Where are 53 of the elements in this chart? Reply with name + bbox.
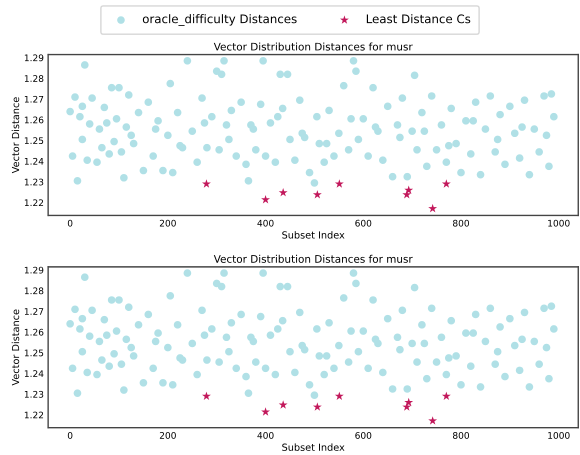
point bbox=[312, 402, 322, 411]
point bbox=[442, 392, 451, 400]
x-axis-title: Subset Index bbox=[282, 443, 344, 451]
y-tick-label: 1.26 bbox=[24, 328, 44, 336]
y-tick-label: 1.24 bbox=[24, 370, 44, 377]
y-tick-label: 1.23 bbox=[24, 178, 44, 186]
y-tick-label: 1.26 bbox=[24, 116, 44, 124]
point bbox=[402, 402, 412, 411]
x-tick-label: 400 bbox=[257, 432, 274, 439]
y-tick-label: 1.29 bbox=[24, 54, 44, 62]
y-tick-label: 1.25 bbox=[24, 137, 44, 144]
y-tick-label: 1.22 bbox=[24, 412, 44, 418]
point bbox=[312, 190, 322, 198]
point bbox=[334, 179, 344, 188]
point bbox=[261, 195, 270, 204]
point bbox=[202, 392, 211, 400]
legend-label: oracle_difficulty Distances bbox=[142, 14, 297, 26]
x-tick-label: 200 bbox=[160, 432, 176, 439]
y-tick-label: 1.28 bbox=[24, 75, 44, 82]
y-axis-title: Vector Distance bbox=[12, 310, 20, 386]
x-tick-label: 800 bbox=[452, 220, 470, 227]
y-tick-label: 1.22 bbox=[24, 199, 44, 206]
y-tick-label: 1.27 bbox=[24, 308, 44, 315]
x-axis-title: Subset Index bbox=[282, 231, 344, 239]
point bbox=[334, 392, 344, 400]
x-tick-label: 0 bbox=[68, 432, 72, 439]
point bbox=[428, 416, 438, 425]
y-tick-label: 1.27 bbox=[24, 96, 44, 103]
point bbox=[404, 398, 414, 406]
y-tick-label: 1.23 bbox=[24, 390, 44, 398]
point bbox=[278, 188, 288, 196]
y-tick-label: 1.28 bbox=[24, 287, 44, 294]
y-tick-label: 1.24 bbox=[24, 158, 44, 165]
point bbox=[261, 407, 270, 416]
x-tick-label: 600 bbox=[355, 432, 372, 439]
x-tick-label: 800 bbox=[452, 432, 470, 439]
legend-label: Least Distance Cs bbox=[366, 14, 470, 24]
point bbox=[278, 400, 288, 409]
chart-title: Vector Distribution Distances for musr bbox=[214, 42, 413, 51]
x-tick-label: 600 bbox=[355, 220, 372, 227]
x-tick-label: 400 bbox=[257, 220, 274, 227]
x-tick-label: 0 bbox=[68, 220, 72, 227]
point bbox=[202, 179, 211, 188]
y-tick-label: 1.29 bbox=[24, 266, 44, 274]
x-tick-label: 200 bbox=[160, 220, 176, 227]
chart-title: Vector Distribution Distances for musr bbox=[214, 254, 413, 263]
point bbox=[404, 186, 414, 194]
point bbox=[428, 204, 438, 212]
x-tick-label: 1000 bbox=[548, 220, 570, 227]
point bbox=[442, 179, 451, 188]
y-axis-title: Vector Distance bbox=[12, 97, 20, 174]
x-tick-label: 1000 bbox=[548, 432, 570, 439]
y-tick-label: 1.25 bbox=[24, 350, 44, 356]
